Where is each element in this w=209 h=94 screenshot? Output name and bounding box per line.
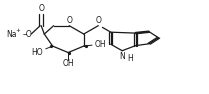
Text: +: + bbox=[16, 28, 21, 33]
Text: –O: –O bbox=[23, 30, 33, 39]
Text: Na: Na bbox=[6, 30, 16, 39]
Text: HO: HO bbox=[31, 48, 43, 57]
Text: O: O bbox=[96, 16, 102, 25]
Text: N: N bbox=[119, 52, 125, 61]
Text: O: O bbox=[66, 16, 72, 25]
Text: OH: OH bbox=[62, 59, 74, 68]
Text: H: H bbox=[127, 54, 133, 63]
Text: OH: OH bbox=[94, 40, 106, 49]
Text: O: O bbox=[38, 4, 44, 13]
